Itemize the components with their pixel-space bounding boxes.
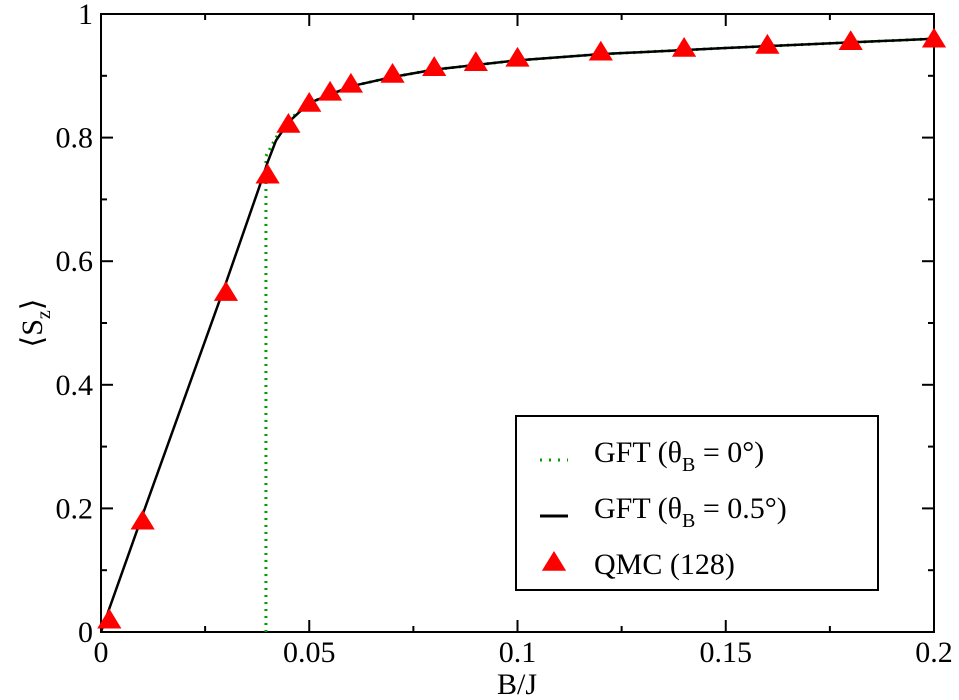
y-tick-label: 0.2: [56, 492, 94, 525]
y-label-part: ⟩: [16, 299, 49, 311]
y-label-part: ⟨S: [16, 319, 49, 347]
marker: [505, 46, 530, 67]
y-tick-label: 0: [78, 616, 93, 649]
marker: [130, 509, 155, 530]
marker: [213, 281, 239, 301]
marker: [297, 91, 322, 112]
x-tick-label: 0: [94, 636, 109, 669]
marker: [97, 608, 122, 629]
y-axis-label: ⟨Sz⟩: [16, 299, 55, 348]
legend-sub: B: [682, 454, 695, 476]
marker: [588, 40, 613, 61]
marker: [380, 62, 405, 83]
legend-box: [515, 415, 879, 591]
legend-text: GFT (θ: [594, 436, 682, 469]
y-tick-label: 0.4: [56, 369, 94, 402]
y-tick-label: 0.6: [56, 245, 94, 278]
x-tick-label: 0.05: [283, 636, 336, 669]
x-tick-label: 0.1: [499, 636, 537, 669]
marker: [317, 80, 343, 101]
x-tick-label: 0.2: [915, 636, 953, 669]
legend-marker: [541, 551, 567, 571]
legend-text: = 0°): [695, 436, 764, 469]
legend-text: GFT (θ: [594, 492, 682, 525]
legend-text: = 0.5°): [695, 492, 786, 525]
marker: [755, 33, 780, 54]
marker: [463, 51, 488, 72]
y-tick-label: 0.8: [56, 122, 94, 155]
marker: [422, 56, 447, 76]
legend-sub: B: [682, 510, 695, 532]
marker: [276, 113, 301, 133]
y-label-sub: z: [33, 310, 55, 319]
marker: [921, 27, 947, 48]
x-axis-label: B/J: [497, 668, 537, 700]
x-tick-label: 0.15: [700, 636, 753, 669]
marker: [255, 163, 280, 184]
marker: [338, 72, 363, 93]
legend-label: QMC (128): [594, 548, 735, 581]
marker: [672, 36, 697, 57]
legend-label: GFT (θB = 0.5°): [594, 492, 787, 532]
marker: [838, 30, 863, 50]
legend-label: GFT (θB = 0°): [594, 436, 764, 476]
y-tick-label: 1: [78, 0, 93, 31]
